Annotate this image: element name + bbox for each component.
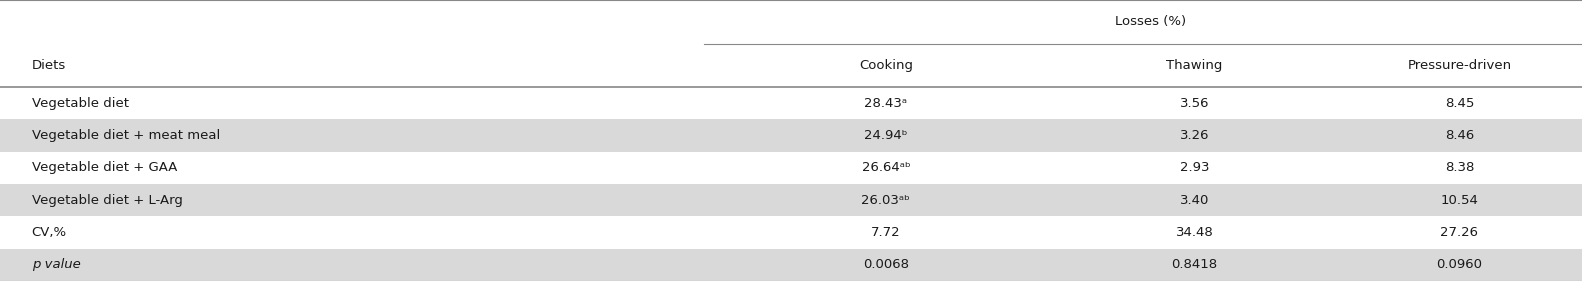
Text: 3.26: 3.26 xyxy=(1180,129,1209,142)
Text: Vegetable diet: Vegetable diet xyxy=(32,97,128,110)
Bar xyxy=(0,249,1582,281)
Text: 26.64ᵃᵇ: 26.64ᵃᵇ xyxy=(862,161,910,175)
Text: Losses (%): Losses (%) xyxy=(1115,15,1186,28)
Text: 8.38: 8.38 xyxy=(1444,161,1474,175)
Text: Pressure-driven: Pressure-driven xyxy=(1408,59,1511,72)
Text: Cooking: Cooking xyxy=(859,59,913,72)
Text: 34.48: 34.48 xyxy=(1175,226,1213,239)
Text: 0.0960: 0.0960 xyxy=(1436,258,1482,271)
Text: Vegetable diet + GAA: Vegetable diet + GAA xyxy=(32,161,177,175)
Bar xyxy=(0,119,1582,152)
Text: 10.54: 10.54 xyxy=(1441,194,1478,207)
Text: 7.72: 7.72 xyxy=(872,226,900,239)
Text: p value: p value xyxy=(32,258,81,271)
Bar xyxy=(0,184,1582,216)
Text: Vegetable diet + meat meal: Vegetable diet + meat meal xyxy=(32,129,220,142)
Text: 3.56: 3.56 xyxy=(1180,97,1209,110)
Text: 0.0068: 0.0068 xyxy=(862,258,910,271)
Text: 28.43ᵃ: 28.43ᵃ xyxy=(864,97,908,110)
Text: Thawing: Thawing xyxy=(1166,59,1223,72)
Text: 27.26: 27.26 xyxy=(1440,226,1479,239)
Text: CV,%: CV,% xyxy=(32,226,66,239)
Text: 8.45: 8.45 xyxy=(1444,97,1474,110)
Text: 26.03ᵃᵇ: 26.03ᵃᵇ xyxy=(862,194,910,207)
Text: Vegetable diet + L-Arg: Vegetable diet + L-Arg xyxy=(32,194,182,207)
Text: 2.93: 2.93 xyxy=(1180,161,1209,175)
Text: 0.8418: 0.8418 xyxy=(1171,258,1218,271)
Text: 3.40: 3.40 xyxy=(1180,194,1209,207)
Text: Diets: Diets xyxy=(32,59,66,72)
Text: 8.46: 8.46 xyxy=(1444,129,1474,142)
Text: 24.94ᵇ: 24.94ᵇ xyxy=(864,129,908,142)
